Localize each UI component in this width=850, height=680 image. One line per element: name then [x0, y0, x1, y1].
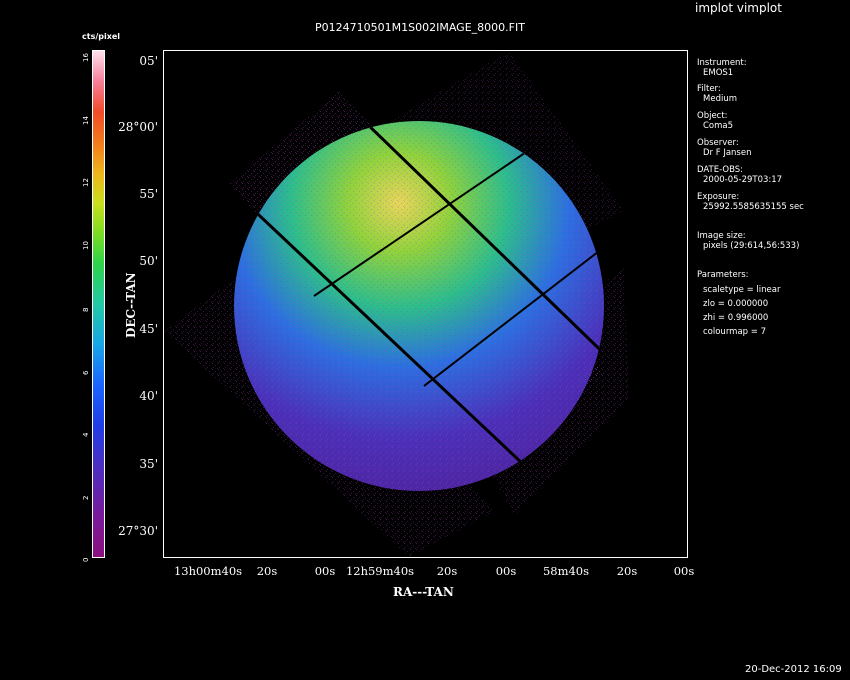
window-title: implot vimplot [695, 1, 782, 15]
colorbar-tick-label: 12 [82, 178, 90, 187]
y-tick-label: 28°00' [118, 120, 158, 134]
colorbar-tick-label: 10 [82, 240, 90, 250]
object-label: Object: [697, 111, 728, 121]
x-tick-label: 00s [314, 564, 336, 578]
colorbar-tick-label: 14 [82, 115, 90, 125]
size-value: pixels (29:614,56:533) [703, 241, 800, 251]
filter-label: Filter: [697, 84, 721, 94]
object-value: Coma5 [703, 121, 734, 131]
param-scaletype: scaletype = linear [703, 285, 781, 295]
xray-image [164, 51, 629, 557]
observer-value: Dr F Jansen [703, 148, 752, 158]
params-label: Parameters: [697, 270, 749, 280]
filter-value: Medium [703, 94, 737, 104]
image-frame[interactable] [163, 50, 688, 558]
param-zhi: zhi = 0.996000 [703, 313, 769, 323]
y-tick-label: 35' [139, 457, 158, 471]
colorbar-tick-label: 16 [82, 53, 90, 62]
colorbar-tick-label: 8 [82, 307, 90, 312]
size-label: Image size: [697, 231, 746, 241]
x-tick-label: 13h00m40s [173, 564, 243, 578]
x-tick-label: 00s [495, 564, 517, 578]
y-tick-label: 40' [139, 389, 158, 403]
y-tick-label: 55' [139, 187, 158, 201]
exposure-value: 25992.5585635155 sec [703, 202, 804, 212]
param-colourmap: colourmap = 7 [703, 327, 766, 337]
y-tick-label: 50' [139, 254, 158, 268]
exposure-label: Exposure: [697, 192, 740, 202]
colorbar-tick-label: 0 [82, 557, 90, 562]
x-axis-label: RA---TAN [393, 585, 454, 599]
colorbar-tick-label: 4 [82, 432, 90, 437]
colorbar-label: cts/pixel [82, 32, 121, 41]
date-label: DATE-OBS: [697, 165, 744, 175]
x-tick-label: 20s [616, 564, 638, 578]
timestamp: 20-Dec-2012 16:09 [745, 664, 842, 675]
colorbar-tick-label: 6 [82, 370, 90, 375]
observer-label: Observer: [697, 138, 739, 148]
instrument-label: Instrument: [697, 58, 747, 68]
x-tick-label: 12h59m40s [345, 564, 415, 578]
colorbar-tick-label: 2 [82, 495, 90, 500]
colorbar [92, 50, 105, 558]
x-tick-label: 20s [256, 564, 278, 578]
x-tick-label: 58m40s [542, 564, 590, 578]
instrument-value: EMOS1 [703, 68, 734, 78]
y-axis-label: DEC--TAN [124, 272, 138, 338]
date-value: 2000-05-29T03:17 [703, 175, 783, 185]
x-tick-label: 20s [436, 564, 458, 578]
image-title: P0124710501M1S002IMAGE_8000.FIT [315, 21, 525, 34]
param-zlo: zlo = 0.000000 [703, 299, 769, 309]
y-tick-label: 27°30' [118, 524, 158, 538]
y-tick-label: 45' [139, 322, 158, 336]
x-tick-label: 00s [673, 564, 695, 578]
y-tick-label: 05' [139, 54, 158, 68]
